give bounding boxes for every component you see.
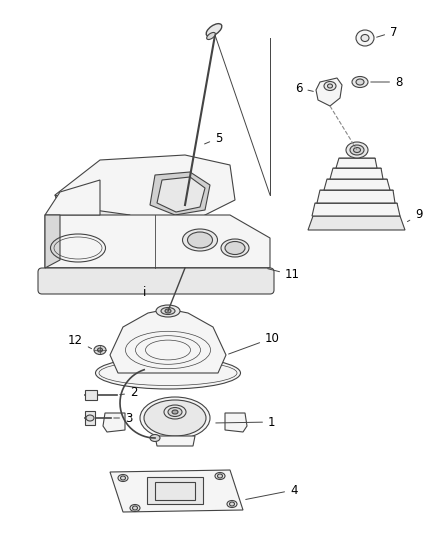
Polygon shape: [308, 216, 405, 230]
Ellipse shape: [133, 506, 138, 510]
Ellipse shape: [221, 239, 249, 257]
Text: 1: 1: [216, 416, 276, 429]
Polygon shape: [324, 179, 390, 190]
Polygon shape: [85, 390, 97, 400]
Ellipse shape: [95, 357, 240, 389]
Ellipse shape: [218, 474, 223, 478]
Ellipse shape: [98, 348, 102, 352]
Text: 8: 8: [371, 76, 403, 88]
Ellipse shape: [207, 33, 215, 39]
Ellipse shape: [350, 145, 364, 155]
Ellipse shape: [206, 23, 222, 36]
Polygon shape: [110, 309, 226, 373]
Ellipse shape: [361, 35, 369, 42]
Polygon shape: [316, 78, 342, 106]
Ellipse shape: [156, 305, 180, 317]
Text: 11: 11: [268, 269, 300, 281]
Ellipse shape: [165, 309, 171, 313]
Ellipse shape: [161, 308, 175, 314]
Ellipse shape: [215, 472, 225, 480]
Polygon shape: [157, 177, 205, 212]
Ellipse shape: [164, 405, 186, 419]
Polygon shape: [45, 215, 270, 268]
Ellipse shape: [86, 415, 94, 421]
Ellipse shape: [230, 502, 234, 506]
Ellipse shape: [168, 408, 182, 416]
Ellipse shape: [356, 30, 374, 46]
Text: 9: 9: [407, 208, 423, 222]
Ellipse shape: [118, 474, 128, 481]
Ellipse shape: [120, 476, 126, 480]
Ellipse shape: [346, 142, 368, 158]
Polygon shape: [336, 158, 377, 168]
Text: i: i: [143, 286, 147, 298]
Text: 2: 2: [120, 386, 138, 400]
Polygon shape: [155, 436, 195, 446]
FancyBboxPatch shape: [38, 268, 274, 294]
Polygon shape: [110, 470, 243, 512]
Text: 6: 6: [295, 82, 313, 94]
Ellipse shape: [352, 77, 368, 87]
Ellipse shape: [324, 82, 336, 91]
Text: 10: 10: [229, 332, 280, 354]
Ellipse shape: [130, 505, 140, 512]
Ellipse shape: [225, 241, 245, 254]
Polygon shape: [147, 477, 203, 504]
Text: 5: 5: [205, 132, 223, 144]
Polygon shape: [103, 413, 125, 432]
Ellipse shape: [140, 397, 210, 439]
Polygon shape: [45, 180, 100, 215]
Text: 4: 4: [246, 483, 297, 499]
Polygon shape: [85, 411, 95, 425]
Ellipse shape: [356, 79, 364, 85]
Polygon shape: [330, 168, 383, 179]
Text: 12: 12: [68, 334, 92, 349]
Ellipse shape: [227, 500, 237, 507]
Polygon shape: [317, 190, 395, 203]
Ellipse shape: [187, 232, 212, 248]
Ellipse shape: [183, 229, 218, 251]
Ellipse shape: [328, 84, 332, 88]
Text: 3: 3: [114, 411, 132, 424]
Text: 7: 7: [377, 26, 398, 38]
Ellipse shape: [94, 345, 106, 354]
Polygon shape: [45, 215, 60, 268]
Polygon shape: [55, 195, 130, 228]
Ellipse shape: [144, 400, 206, 436]
Polygon shape: [55, 155, 235, 228]
Polygon shape: [225, 413, 247, 432]
Polygon shape: [150, 172, 210, 215]
Ellipse shape: [172, 410, 178, 414]
Ellipse shape: [353, 148, 360, 152]
Polygon shape: [42, 268, 270, 285]
Ellipse shape: [150, 434, 160, 441]
Polygon shape: [312, 203, 400, 216]
